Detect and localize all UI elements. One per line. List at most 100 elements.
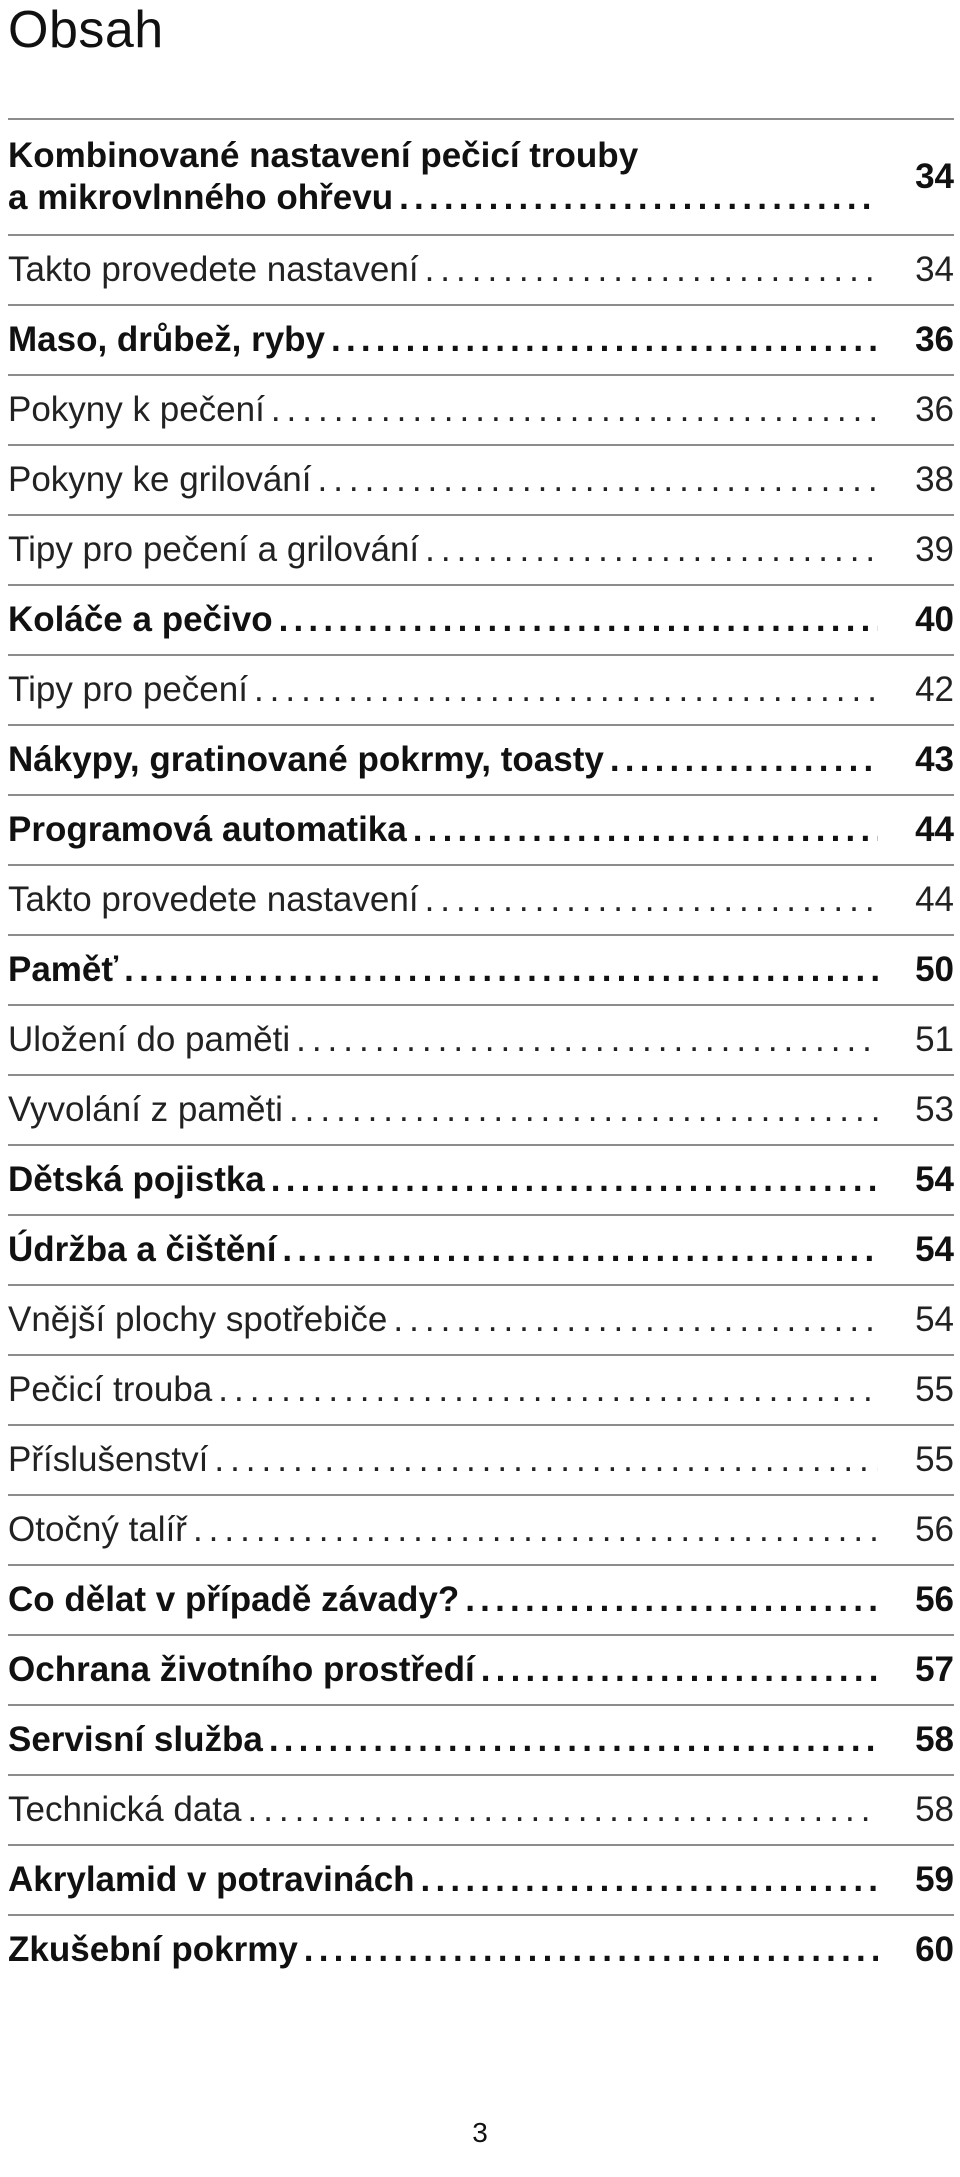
toc-entry[interactable]: Vyvolání z paměti.......................… bbox=[8, 1074, 954, 1144]
page-number: 3 bbox=[472, 2117, 488, 2148]
toc-entry[interactable]: Pokyny k pečení.........................… bbox=[8, 374, 954, 444]
toc-entry-title: Nákypy, gratinované pokrmy, toasty......… bbox=[8, 739, 892, 781]
toc-entry-page: 57 bbox=[915, 1650, 954, 1689]
toc-entry-title: Maso, drůbež, ryby......................… bbox=[8, 319, 892, 361]
toc-entry-title: Tipy pro pečení.........................… bbox=[8, 669, 892, 711]
toc-entry-page: 34 bbox=[915, 157, 954, 196]
toc-entry-title: Servisní služba.........................… bbox=[8, 1719, 892, 1761]
toc-entry-title: Technická data..........................… bbox=[8, 1789, 892, 1831]
toc-entry[interactable]: Příslušenství...........................… bbox=[8, 1424, 954, 1494]
toc-entry[interactable]: Kombinované nastavení pečicí trouby a mik… bbox=[8, 118, 954, 234]
table-of-contents: Kombinované nastavení pečicí trouby a mik… bbox=[8, 118, 954, 1984]
toc-entry-label: Pokyny k pečení bbox=[8, 390, 265, 429]
toc-entry-title: Koláče a pečivo.........................… bbox=[8, 599, 892, 641]
dot-leader: ........................................… bbox=[247, 1790, 878, 1829]
toc-entry-label: Paměť bbox=[8, 950, 119, 989]
toc-entry[interactable]: Tipy pro pečení.........................… bbox=[8, 654, 954, 724]
toc-entry-page: 36 bbox=[915, 390, 954, 429]
toc-entry[interactable]: Otočný talíř............................… bbox=[8, 1494, 954, 1564]
toc-entry-page: 38 bbox=[915, 460, 954, 499]
dot-leader: ........................................… bbox=[124, 950, 878, 989]
toc-entry[interactable]: Pečicí trouba...........................… bbox=[8, 1354, 954, 1424]
toc-entry-label: Co dělat v případě závady? bbox=[8, 1580, 460, 1619]
toc-entry-page: 59 bbox=[915, 1860, 954, 1899]
toc-entry[interactable]: Zkušební pokrmy.........................… bbox=[8, 1914, 954, 1984]
dot-leader: ........................................… bbox=[282, 1230, 878, 1269]
dot-leader: ........................................… bbox=[270, 1160, 878, 1199]
dot-leader: ........................................… bbox=[268, 1720, 878, 1759]
toc-entry-page: 42 bbox=[915, 670, 954, 709]
toc-entry[interactable]: Akrylamid v potravinách.................… bbox=[8, 1844, 954, 1914]
toc-entry[interactable]: Nákypy, gratinované pokrmy, toasty......… bbox=[8, 724, 954, 794]
toc-entry-title: Příslušenství...........................… bbox=[8, 1439, 892, 1481]
toc-entry-label: Zkušební pokrmy bbox=[8, 1930, 298, 1969]
toc-entry-page: 43 bbox=[915, 740, 954, 779]
toc-entry[interactable]: Koláče a pečivo.........................… bbox=[8, 584, 954, 654]
toc-entry-title: Akrylamid v potravinách.................… bbox=[8, 1859, 892, 1901]
toc-entry-label: Servisní služba bbox=[8, 1720, 263, 1759]
dot-leader: ........................................… bbox=[214, 1440, 878, 1479]
toc-entry-label: Tipy pro pečení bbox=[8, 670, 248, 709]
toc-entry-page: 60 bbox=[915, 1930, 954, 1969]
dot-leader: ........................................… bbox=[303, 1930, 878, 1969]
toc-entry-title: Programová automatika...................… bbox=[8, 809, 892, 851]
toc-entry-label: Technická data bbox=[8, 1790, 242, 1829]
dot-leader: ........................................… bbox=[412, 810, 878, 849]
toc-entry-label-line1: Kombinované nastavení pečicí trouby bbox=[8, 136, 639, 175]
dot-leader: ........................................… bbox=[270, 390, 878, 429]
toc-entry[interactable]: Co dělat v případě závady?..............… bbox=[8, 1564, 954, 1634]
toc-entry-title: Pokyny ke grilování.....................… bbox=[8, 459, 892, 501]
toc-entry-page: 44 bbox=[915, 880, 954, 919]
toc-entry-page: 34 bbox=[915, 250, 954, 289]
toc-entry-label: Takto provedete nastavení bbox=[8, 880, 419, 919]
toc-entry[interactable]: Takto provedete nastavení...............… bbox=[8, 864, 954, 934]
toc-entry-title: Vyvolání z paměti.......................… bbox=[8, 1089, 892, 1131]
toc-entry[interactable]: Technická data..........................… bbox=[8, 1774, 954, 1844]
toc-entry-page: 50 bbox=[915, 950, 954, 989]
toc-entry-label: Vyvolání z paměti bbox=[8, 1090, 283, 1129]
toc-entry[interactable]: Servisní služba.........................… bbox=[8, 1704, 954, 1774]
toc-entry[interactable]: Ochrana životního prostředí.............… bbox=[8, 1634, 954, 1704]
toc-entry[interactable]: Vnější plochy spotřebiče................… bbox=[8, 1284, 954, 1354]
toc-entry-page: 39 bbox=[915, 530, 954, 569]
toc-entry[interactable]: Paměť...................................… bbox=[8, 934, 954, 1004]
toc-entry[interactable]: Tipy pro pečení a grilování.............… bbox=[8, 514, 954, 584]
toc-entry[interactable]: Takto provedete nastavení...............… bbox=[8, 234, 954, 304]
toc-entry-label: Otočný talíř bbox=[8, 1510, 187, 1549]
dot-leader: ........................................… bbox=[218, 1370, 878, 1409]
dot-leader: ........................................… bbox=[425, 530, 878, 569]
toc-entry-label: Pokyny ke grilování bbox=[8, 460, 312, 499]
toc-entry-title: Paměť...................................… bbox=[8, 949, 892, 991]
toc-entry[interactable]: Uložení do paměti.......................… bbox=[8, 1004, 954, 1074]
dot-leader: ........................................… bbox=[296, 1020, 878, 1059]
toc-entry-label: Nákypy, gratinované pokrmy, toasty bbox=[8, 740, 604, 779]
toc-entry[interactable]: Maso, drůbež, ryby......................… bbox=[8, 304, 954, 374]
page-title: Obsah bbox=[8, 1, 164, 59]
dot-leader: ........................................… bbox=[424, 880, 878, 919]
toc-entry-label: Uložení do paměti bbox=[8, 1020, 291, 1059]
toc-entry-title: Ochrana životního prostředí.............… bbox=[8, 1649, 892, 1691]
toc-entry[interactable]: Pokyny ke grilování.....................… bbox=[8, 444, 954, 514]
toc-entry-page: 56 bbox=[915, 1510, 954, 1549]
toc-entry-page: 44 bbox=[915, 810, 954, 849]
dot-leader: ........................................… bbox=[253, 670, 878, 709]
toc-entry[interactable]: Dětská pojistka.........................… bbox=[8, 1144, 954, 1214]
toc-entry[interactable]: Údržba a čištění........................… bbox=[8, 1214, 954, 1284]
toc-entry-page: 55 bbox=[915, 1370, 954, 1409]
toc-entry-title: Tipy pro pečení a grilování.............… bbox=[8, 529, 892, 571]
toc-entry-title: Co dělat v případě závady?..............… bbox=[8, 1579, 892, 1621]
toc-entry[interactable]: Programová automatika...................… bbox=[8, 794, 954, 864]
toc-entry-label: Dětská pojistka bbox=[8, 1160, 265, 1199]
toc-entry-title: Kombinované nastavení pečicí trouby a mik… bbox=[8, 135, 892, 219]
dot-leader: ........................................… bbox=[420, 1860, 878, 1899]
toc-entry-label: Akrylamid v potravinách bbox=[8, 1860, 415, 1899]
toc-entry-page: 51 bbox=[915, 1020, 954, 1059]
dot-leader: ........................................… bbox=[399, 178, 878, 217]
dot-leader: ........................................… bbox=[609, 740, 878, 779]
toc-entry-label: Údržba a čištění bbox=[8, 1230, 277, 1269]
toc-entry-title: Údržba a čištění........................… bbox=[8, 1229, 892, 1271]
toc-entry-page: 58 bbox=[915, 1790, 954, 1829]
toc-entry-label: Koláče a pečivo bbox=[8, 600, 273, 639]
toc-entry-page: 54 bbox=[915, 1300, 954, 1339]
dot-leader: ........................................… bbox=[393, 1300, 878, 1339]
